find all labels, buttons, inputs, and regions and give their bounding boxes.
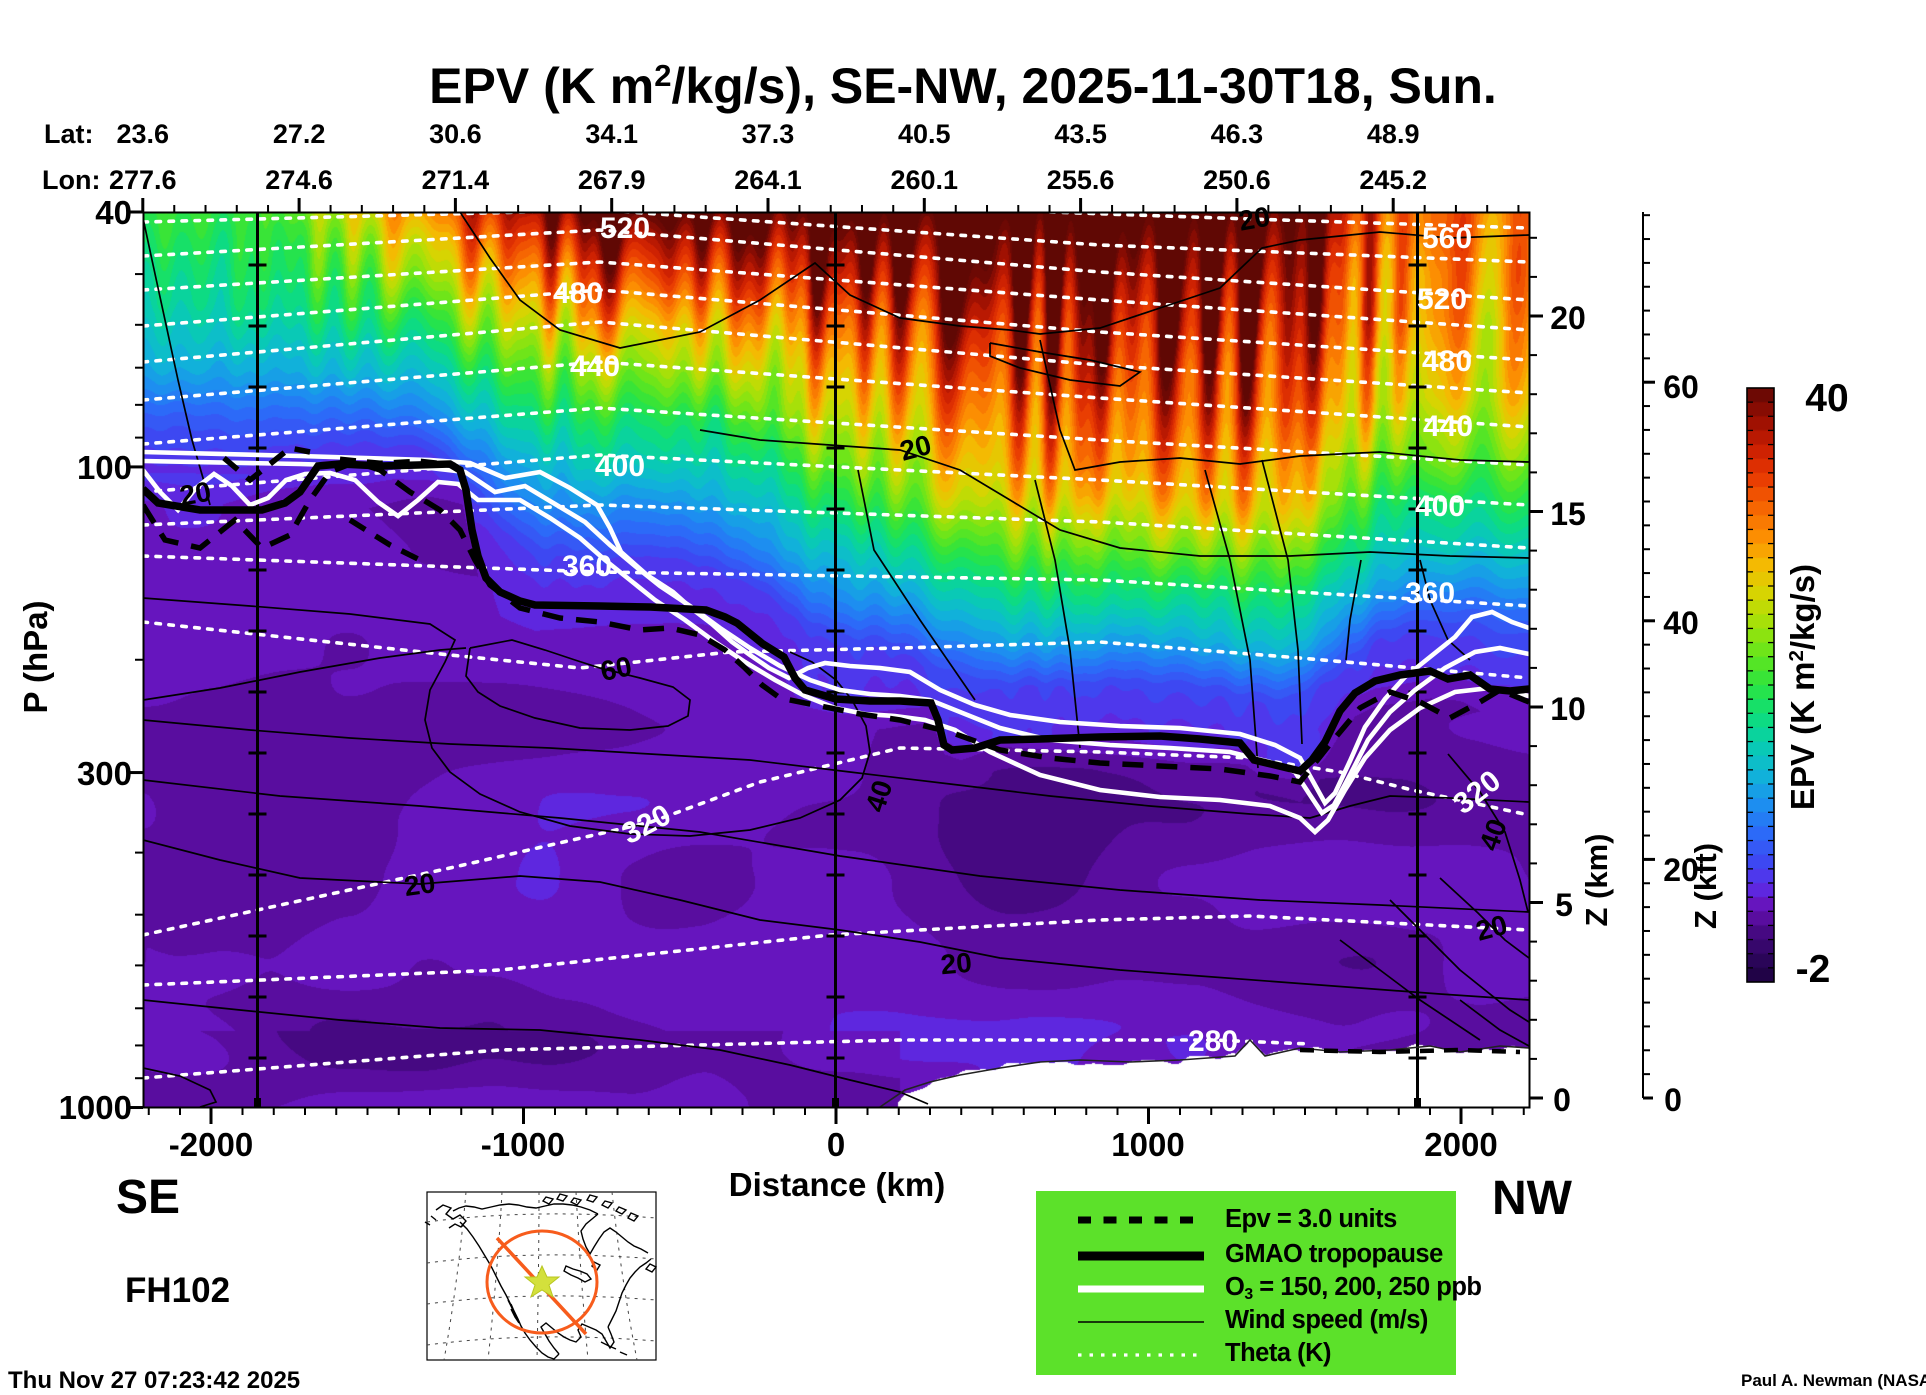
svg-text:280: 280 [1188, 1025, 1238, 1058]
svg-text:20: 20 [402, 867, 437, 902]
svg-text:20: 20 [177, 476, 213, 512]
svg-text:20: 20 [1472, 909, 1510, 947]
svg-text:360: 360 [562, 550, 612, 583]
svg-text:360: 360 [1405, 577, 1455, 610]
svg-text:20: 20 [939, 947, 973, 981]
svg-text:20: 20 [1236, 201, 1272, 237]
svg-text:480: 480 [553, 277, 603, 310]
svg-text:400: 400 [595, 450, 645, 483]
svg-text:320: 320 [617, 798, 677, 851]
svg-text:400: 400 [1415, 490, 1465, 523]
svg-text:480: 480 [1422, 345, 1472, 378]
svg-text:560: 560 [1422, 222, 1472, 255]
svg-text:20: 20 [896, 429, 934, 467]
svg-text:520: 520 [1417, 283, 1467, 316]
svg-text:520: 520 [600, 212, 650, 245]
svg-text:440: 440 [570, 350, 620, 383]
svg-text:440: 440 [1423, 410, 1473, 443]
svg-text:60: 60 [598, 650, 635, 687]
svg-text:40: 40 [1473, 815, 1513, 855]
svg-text:40: 40 [859, 776, 898, 815]
svg-text:320: 320 [1447, 764, 1507, 821]
